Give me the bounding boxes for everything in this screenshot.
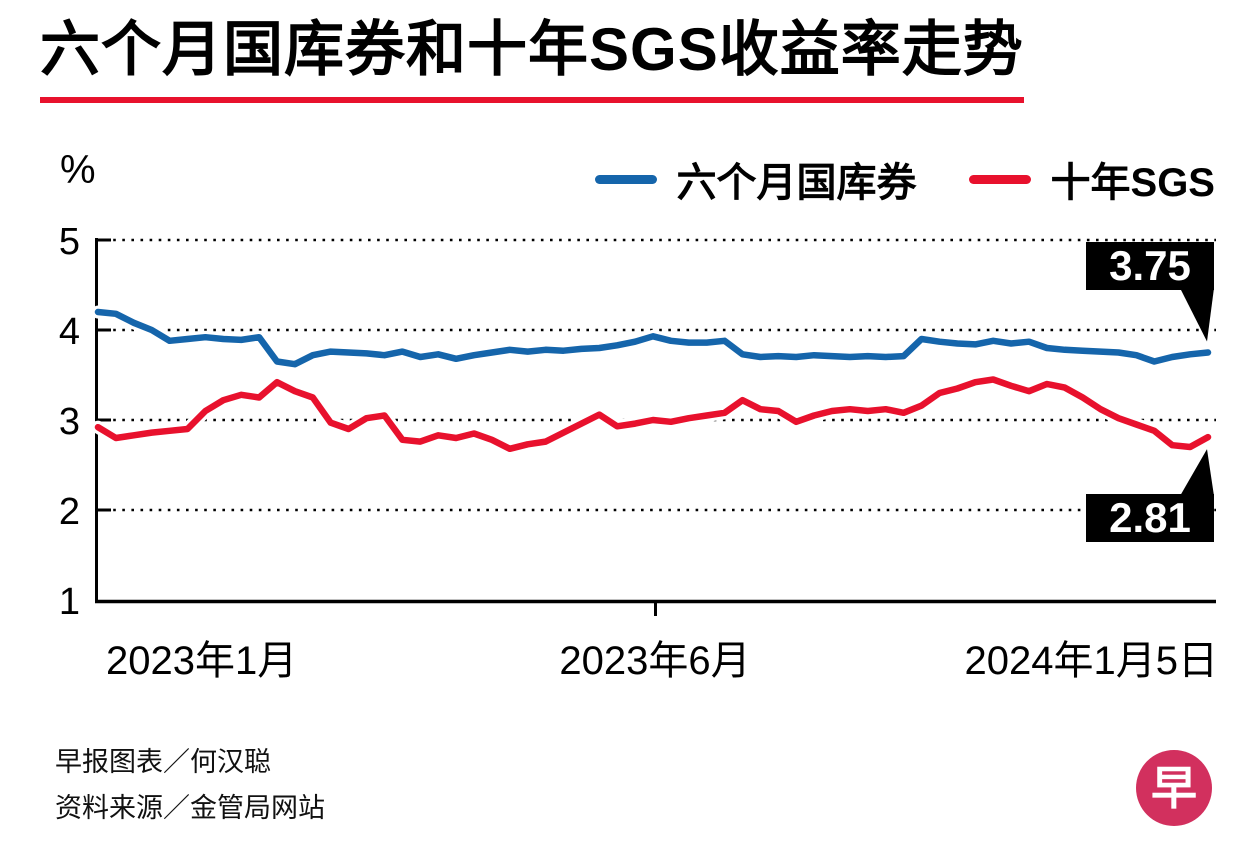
zaobao-logo-char: 早	[1151, 762, 1197, 814]
x-tick-label-2: 2024年1月5日	[965, 639, 1218, 683]
callout-pointer-0	[1180, 288, 1214, 342]
x-tick-label-1: 2023年6月	[559, 639, 750, 683]
legend-item-tbill: 六个月国库券	[594, 150, 917, 208]
callout-value-1: 2.81	[1109, 494, 1191, 541]
zaobao-logo: 早	[1136, 750, 1212, 826]
x-tick-label-0: 2023年1月	[106, 639, 297, 683]
legend-label-sgs: 十年SGS	[1050, 161, 1215, 205]
callout-box-0	[1086, 242, 1214, 290]
chart-credit: 早报图表／何汉聪	[55, 747, 271, 777]
series-line-1	[94, 376, 1212, 453]
page-title: 六个月国库券和十年SGS收益率走势	[40, 18, 1024, 103]
callout-value-0: 3.75	[1109, 242, 1191, 289]
y-tick-label-1: 1	[59, 581, 80, 623]
y-tick-label-3: 3	[59, 401, 80, 443]
tbill-line-swatch	[594, 174, 657, 184]
legend-item-sgs: 十年SGS	[968, 150, 1215, 208]
legend: 六个月国库券 十年SGS	[594, 150, 1215, 208]
y-axis-unit-label: %	[60, 148, 96, 192]
gridlines-group	[95, 238, 1216, 512]
y-tick-label-5: 5	[59, 221, 80, 263]
series-group	[91, 305, 1215, 456]
callout-pointer-1	[1180, 449, 1214, 496]
callouts-group: 3.75 2.81	[1086, 242, 1214, 542]
y-tick-label-4: 4	[59, 311, 80, 353]
y-tick-label-2: 2	[59, 491, 80, 533]
callout-box-1	[1086, 494, 1214, 542]
sgs-line-swatch	[968, 174, 1031, 184]
data-source: 资料来源／金管局网站	[55, 793, 325, 823]
axes-group	[95, 238, 1216, 616]
axis-labels-group: 1 2 3 4 5 2023年1月 2023年6月 2024年1月5日	[59, 221, 1218, 683]
series-line-0	[94, 308, 1212, 368]
legend-label-tbill: 六个月国库券	[676, 161, 917, 205]
